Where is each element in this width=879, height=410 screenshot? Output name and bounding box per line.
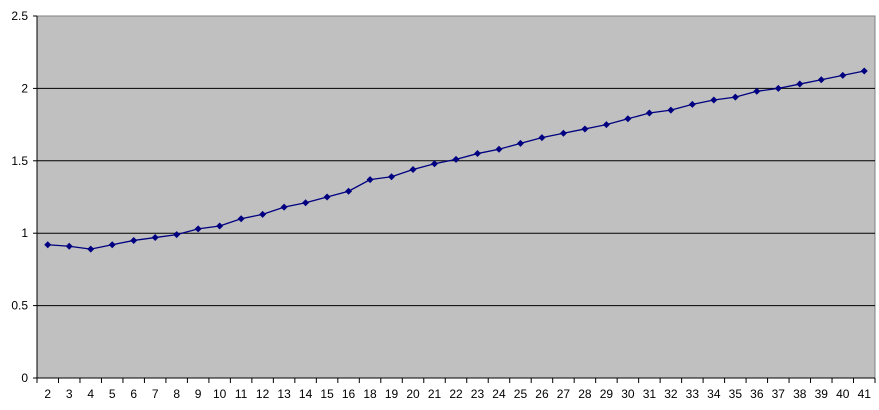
- x-tick-label: 3: [66, 387, 73, 401]
- data-point: [581, 125, 589, 133]
- data-point: [302, 199, 310, 207]
- data-point: [538, 134, 546, 142]
- data-point: [108, 241, 116, 249]
- data-point: [710, 96, 718, 104]
- x-tick-label: 37: [772, 387, 786, 401]
- data-point: [495, 145, 503, 153]
- data-point: [65, 242, 73, 250]
- data-point: [216, 222, 224, 230]
- data-point: [860, 67, 868, 75]
- x-tick-label: 20: [406, 387, 420, 401]
- data-point: [323, 193, 331, 201]
- data-point: [817, 76, 825, 84]
- x-tick-label: 31: [643, 387, 657, 401]
- x-tick-label: 15: [320, 387, 334, 401]
- data-point: [559, 129, 567, 137]
- data-point: [173, 231, 181, 239]
- x-tick-label: 27: [557, 387, 571, 401]
- x-tick-label: 34: [707, 387, 721, 401]
- data-point: [366, 176, 374, 184]
- x-tick-label: 24: [492, 387, 506, 401]
- y-tick-label: 1.5: [11, 154, 28, 168]
- x-tick-label: 13: [277, 387, 291, 401]
- data-point: [624, 115, 632, 123]
- y-tick-label: 2: [21, 81, 28, 95]
- x-tick-label: 4: [87, 387, 94, 401]
- x-tick-label: 41: [858, 387, 872, 401]
- x-tick-label: 36: [750, 387, 764, 401]
- x-tick-label: 33: [686, 387, 700, 401]
- data-point: [516, 139, 524, 147]
- x-tick-label: 29: [600, 387, 614, 401]
- y-tick-label: 0: [21, 371, 28, 385]
- data-point: [44, 241, 52, 249]
- data-point: [151, 234, 159, 242]
- data-point: [602, 121, 610, 129]
- x-tick-label: 28: [578, 387, 592, 401]
- y-tick-label: 1: [21, 226, 28, 240]
- data-point: [796, 80, 804, 88]
- x-tick-label: 39: [815, 387, 829, 401]
- x-tick-label: 7: [152, 387, 159, 401]
- data-point: [388, 173, 396, 181]
- x-tick-label: 12: [256, 387, 270, 401]
- data-point: [259, 210, 267, 218]
- y-tick-label: 0.5: [11, 299, 28, 313]
- data-point: [409, 165, 417, 173]
- x-tick-label: 23: [471, 387, 485, 401]
- data-point: [731, 93, 739, 101]
- plot-area: [36, 15, 876, 379]
- data-point: [280, 203, 288, 211]
- x-tick-label: 35: [729, 387, 743, 401]
- x-tick-label: 2: [44, 387, 51, 401]
- x-tick-label: 11: [235, 387, 248, 401]
- x-tick-label: 14: [299, 387, 313, 401]
- x-tick-label: 30: [621, 387, 635, 401]
- data-point: [87, 245, 95, 253]
- data-point: [194, 225, 202, 233]
- y-tick-label: 2.5: [11, 9, 28, 23]
- data-point: [473, 150, 481, 158]
- x-tick-label: 21: [428, 387, 442, 401]
- data-point: [452, 155, 460, 163]
- data-point: [431, 160, 439, 168]
- data-point: [688, 100, 696, 108]
- data-point: [667, 106, 675, 114]
- x-tick-label: 9: [195, 387, 202, 401]
- data-point: [774, 84, 782, 92]
- data-point: [237, 215, 245, 223]
- x-tick-label: 6: [130, 387, 137, 401]
- data-point: [345, 187, 353, 195]
- x-tick-label: 26: [535, 387, 549, 401]
- x-tick-label: 32: [664, 387, 678, 401]
- x-tick-label: 5: [109, 387, 116, 401]
- x-tick-label: 40: [836, 387, 850, 401]
- data-point: [753, 87, 761, 95]
- data-point: [839, 71, 847, 79]
- x-tick-label: 18: [363, 387, 377, 401]
- x-tick-label: 8: [173, 387, 180, 401]
- x-tick-label: 16: [342, 387, 356, 401]
- x-tick-label: 10: [213, 387, 227, 401]
- data-point: [130, 236, 138, 244]
- x-tick-label: 25: [514, 387, 528, 401]
- x-tick-label: 19: [385, 387, 399, 401]
- data-point: [645, 109, 653, 117]
- x-tick-label: 38: [793, 387, 807, 401]
- x-tick-label: 22: [449, 387, 463, 401]
